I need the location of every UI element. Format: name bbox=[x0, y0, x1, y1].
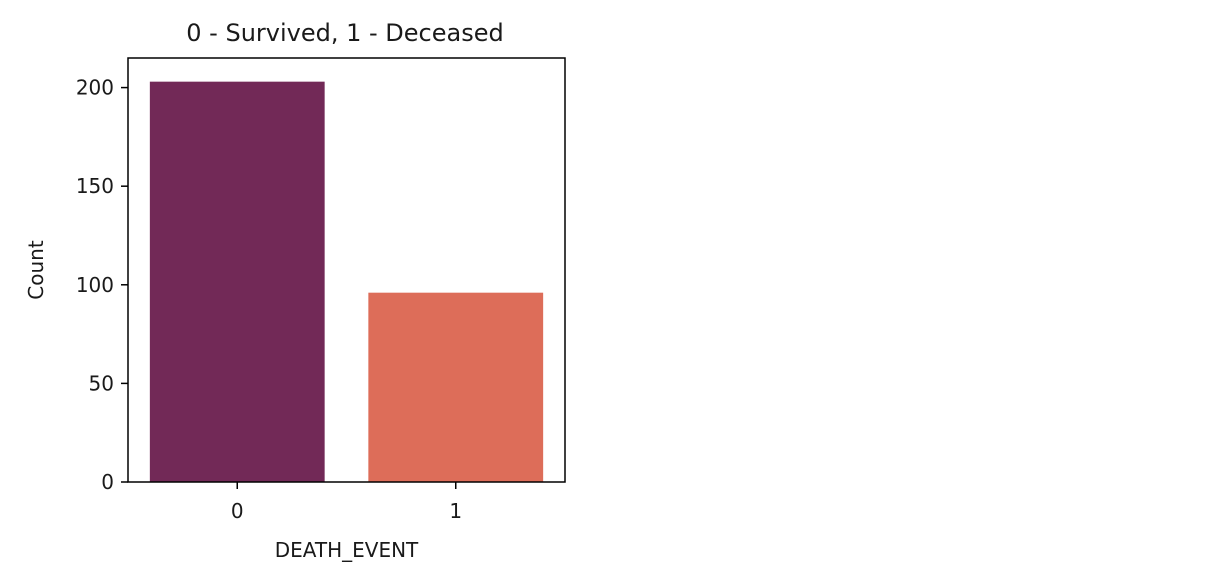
x-tick-label: 1 bbox=[449, 499, 462, 523]
y-axis-ticks: 0 50 100 150 200 bbox=[76, 76, 128, 494]
y-tick-label: 200 bbox=[76, 76, 114, 100]
y-tick-label: 100 bbox=[76, 273, 114, 297]
bar-0 bbox=[149, 81, 325, 483]
y-tick-label: 0 bbox=[101, 470, 114, 494]
bar-1 bbox=[368, 292, 544, 482]
bars bbox=[149, 81, 544, 483]
x-tick-label: 0 bbox=[231, 499, 244, 523]
y-axis-label: Count bbox=[24, 240, 48, 300]
plot-frame bbox=[127, 57, 566, 483]
y-tick-label: 50 bbox=[89, 371, 114, 395]
x-axis-label: DEATH_EVENT bbox=[275, 538, 419, 562]
y-tick-label: 150 bbox=[76, 174, 114, 198]
chart-title: 0 - Survived, 1 - Deceased bbox=[186, 19, 503, 47]
